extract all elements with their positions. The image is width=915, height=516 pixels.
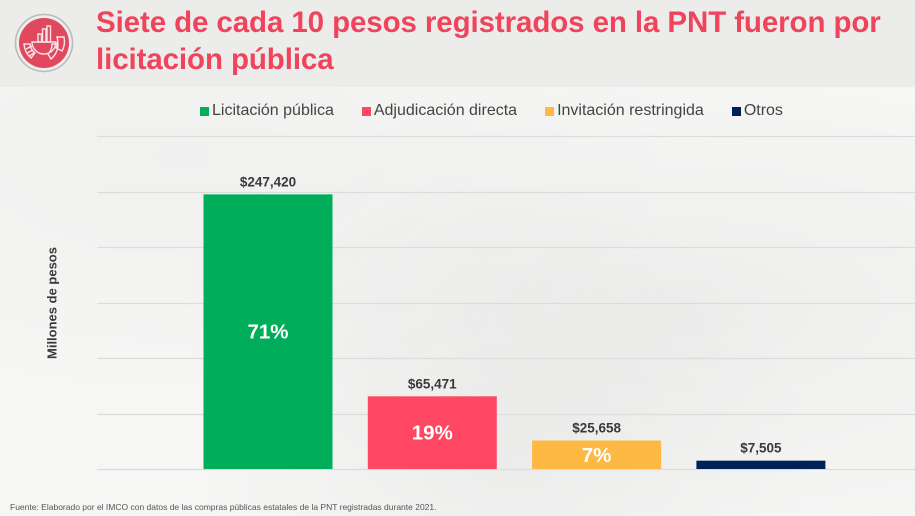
legend-item-adjudicacion: Adjudicación directa xyxy=(361,102,518,120)
legend-swatch-invitacion xyxy=(545,106,555,116)
bar-4 xyxy=(696,460,826,469)
percent-label: 7% xyxy=(582,444,612,467)
value-label: $65,471 xyxy=(408,376,457,391)
legend-swatch-otros xyxy=(731,106,741,116)
legend-label: Adjudicación directa xyxy=(373,102,518,119)
value-label: $7,505 xyxy=(740,441,782,456)
bar-3 xyxy=(532,440,662,469)
percent-label: 71% xyxy=(247,321,288,344)
legend-item-invitacion: Invitación restringida xyxy=(545,102,704,120)
legend-swatch-licitacion xyxy=(200,106,209,116)
page-title: Siete de cada 10 pesos registrados en la… xyxy=(96,6,881,76)
bar-2 xyxy=(367,396,497,469)
bar-1 xyxy=(203,194,333,469)
value-label: $247,420 xyxy=(240,174,296,189)
legend-label: Licitación pública xyxy=(212,102,334,119)
header-band: Siete de cada 10 pesos registrados en la… xyxy=(0,0,915,87)
value-label: $25,658 xyxy=(572,421,621,436)
legend-swatch-adjudicacion xyxy=(361,106,371,116)
chart-pie-bars-icon xyxy=(14,13,74,73)
legend-item-otros: Otros xyxy=(731,102,783,120)
legend-label: Otros xyxy=(743,102,783,119)
source-note: Fuente: Elaborado por el IMCO con datos … xyxy=(10,502,437,512)
legend-item-licitacion: Licitación pública xyxy=(200,102,334,120)
legend-label: Invitación restringida xyxy=(557,102,704,119)
percent-label: 19% xyxy=(412,422,453,445)
chart-legend: Licitación pública Adjudicación directa … xyxy=(200,100,783,122)
